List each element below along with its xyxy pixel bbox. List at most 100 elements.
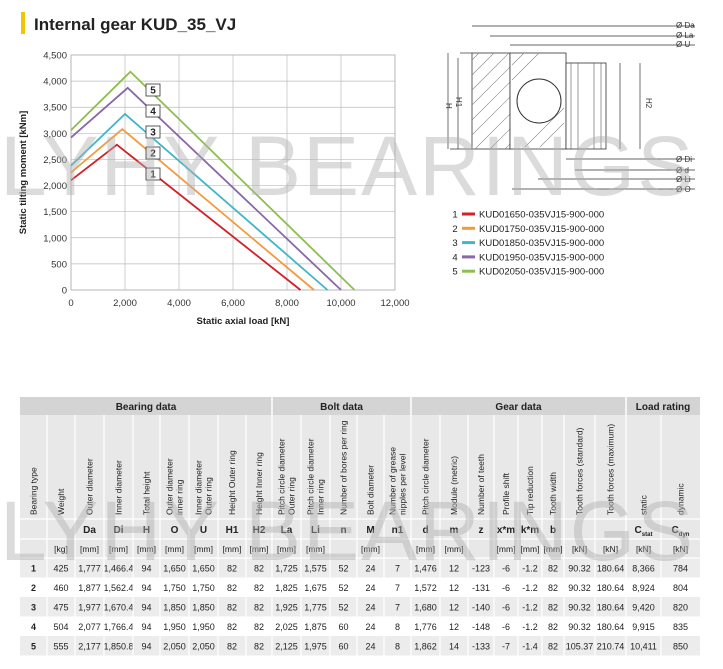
table-cell: 10,411 (630, 642, 657, 652)
diagram-label: Ø Li (676, 175, 691, 184)
table-cell: -1.4 (522, 642, 538, 652)
column-header: Inner diameter (194, 460, 204, 515)
table-cell: 94 (141, 622, 151, 632)
table-cell: 82 (254, 583, 264, 593)
table-cell: 4 (31, 622, 36, 632)
table-cell: 3 (31, 603, 36, 613)
table-cell: 82 (227, 622, 237, 632)
table-cell: 1,766.4 (103, 622, 133, 632)
diagram-label: Ø Di (676, 155, 692, 164)
table-cell: 475 (53, 603, 68, 613)
table-cell: 82 (227, 583, 237, 593)
table-cell: 850 (673, 642, 688, 652)
y-axis-title: Static tilting moment [kNm] (18, 111, 29, 235)
table-cell: 1,862 (414, 642, 437, 652)
table-cell: -1.2 (522, 564, 538, 574)
column-unit: [kN] (636, 544, 651, 554)
x-tick-label: 12,000 (380, 298, 409, 309)
table-cell: -1.2 (522, 603, 538, 613)
series-line (70, 143, 302, 291)
column-header: static (639, 494, 649, 515)
series-line (70, 86, 342, 291)
row-bg (20, 616, 700, 636)
table-cell: 8 (395, 622, 400, 632)
column-unit: [mm] (109, 544, 128, 554)
table-cell: 210.74 (597, 642, 625, 652)
column-header: Height Inner ring (254, 452, 264, 515)
column-header: Pitch circle diameter (421, 438, 431, 515)
y-tick-label: 2,500 (43, 155, 67, 166)
table-cell: 1,977 (78, 603, 101, 613)
column-unit: [mm] (361, 544, 380, 554)
column-symbol: x*m (497, 525, 515, 536)
legend-label: KUD01850-035VJ15-900-000 (479, 238, 604, 249)
column-header: Pitch circle diameter (306, 438, 316, 515)
table-cell: 82 (548, 603, 558, 613)
table-cell: 180.64 (597, 583, 625, 593)
watermark: LYHY BEARINGS (0, 484, 695, 578)
table-cell: 12 (449, 603, 459, 613)
table-cell: 180.64 (597, 603, 625, 613)
table-cell: 5 (31, 642, 36, 652)
column-unit: [mm] (306, 544, 325, 554)
series-line (70, 70, 356, 291)
column-header: Module (metric) (449, 456, 459, 515)
series-tag-box (145, 167, 161, 181)
column-symbol: n1 (392, 525, 404, 536)
legend-label: KUD01950-035VJ15-900-000 (479, 252, 604, 263)
series-tag-box (145, 146, 161, 160)
diagram-label: Ø Da (676, 21, 695, 30)
column-header: Tip reduction (525, 466, 535, 515)
x-axis-title: Static axial load [kN] (197, 316, 290, 327)
column-header: Weight (56, 488, 66, 515)
y-tick-label: 4,500 (43, 51, 67, 62)
table-cell: 1,750 (192, 583, 215, 593)
column-header: inner ring (175, 479, 185, 515)
column-unit: [mm] (445, 544, 464, 554)
x-tick-label: 0 (68, 298, 73, 309)
column-header: Outer diameter (85, 458, 95, 515)
column-header: Tooth forces (standard) (575, 427, 585, 515)
table-cell: 82 (254, 564, 264, 574)
table-cell: 804 (673, 583, 688, 593)
table-cell: 24 (365, 603, 375, 613)
legend-number: 2 (452, 224, 457, 235)
column-header: Tooth width (548, 472, 558, 515)
series-line (70, 127, 315, 291)
table-cell: 1,750 (163, 583, 186, 593)
table-cell: 1,572 (414, 583, 437, 593)
table-cell: 2,025 (275, 622, 298, 632)
table-cell: 2,077 (78, 622, 101, 632)
y-tick-label: 1,500 (43, 207, 67, 218)
row-bg (20, 597, 700, 617)
table-cell: 90.32 (568, 583, 591, 593)
chart: 0 500 1,000 1,500 2,000 2,500 3,000 3,500 4,000 4… (18, 51, 410, 328)
table-cell: 82 (254, 603, 264, 613)
y-tick-label: 3,000 (43, 129, 67, 140)
table-cell: 1,850 (163, 603, 186, 613)
column-header: dynamic (676, 483, 686, 515)
x-tick-label: 6,000 (221, 298, 245, 309)
table-cell: 24 (365, 564, 375, 574)
table-cell: 12 (449, 622, 459, 632)
diagram-label: H2 (644, 98, 653, 109)
table-cell: 24 (365, 622, 375, 632)
table-cell: 94 (141, 603, 151, 613)
column-header: Number of bores per ring (339, 420, 349, 515)
y-tick-label: 3,500 (43, 103, 67, 114)
column-symbol: Cdyn (672, 525, 690, 538)
table-cell: 425 (53, 564, 68, 574)
column-symbol: d (422, 525, 428, 536)
table-cell: 90.32 (568, 603, 591, 613)
table-cell: 8,366 (632, 564, 655, 574)
x-tick-label: 10,000 (326, 298, 355, 309)
table-cell: 52 (338, 583, 348, 593)
y-tick-label: 4,000 (43, 77, 67, 88)
table-cell: 784 (673, 564, 688, 574)
x-tick-label: 4,000 (167, 298, 191, 309)
table-cell: 1,476 (414, 564, 437, 574)
column-unit: [mm] (194, 544, 213, 554)
column-unit: [mm] (80, 544, 99, 554)
y-tick-label: 500 (51, 259, 67, 270)
